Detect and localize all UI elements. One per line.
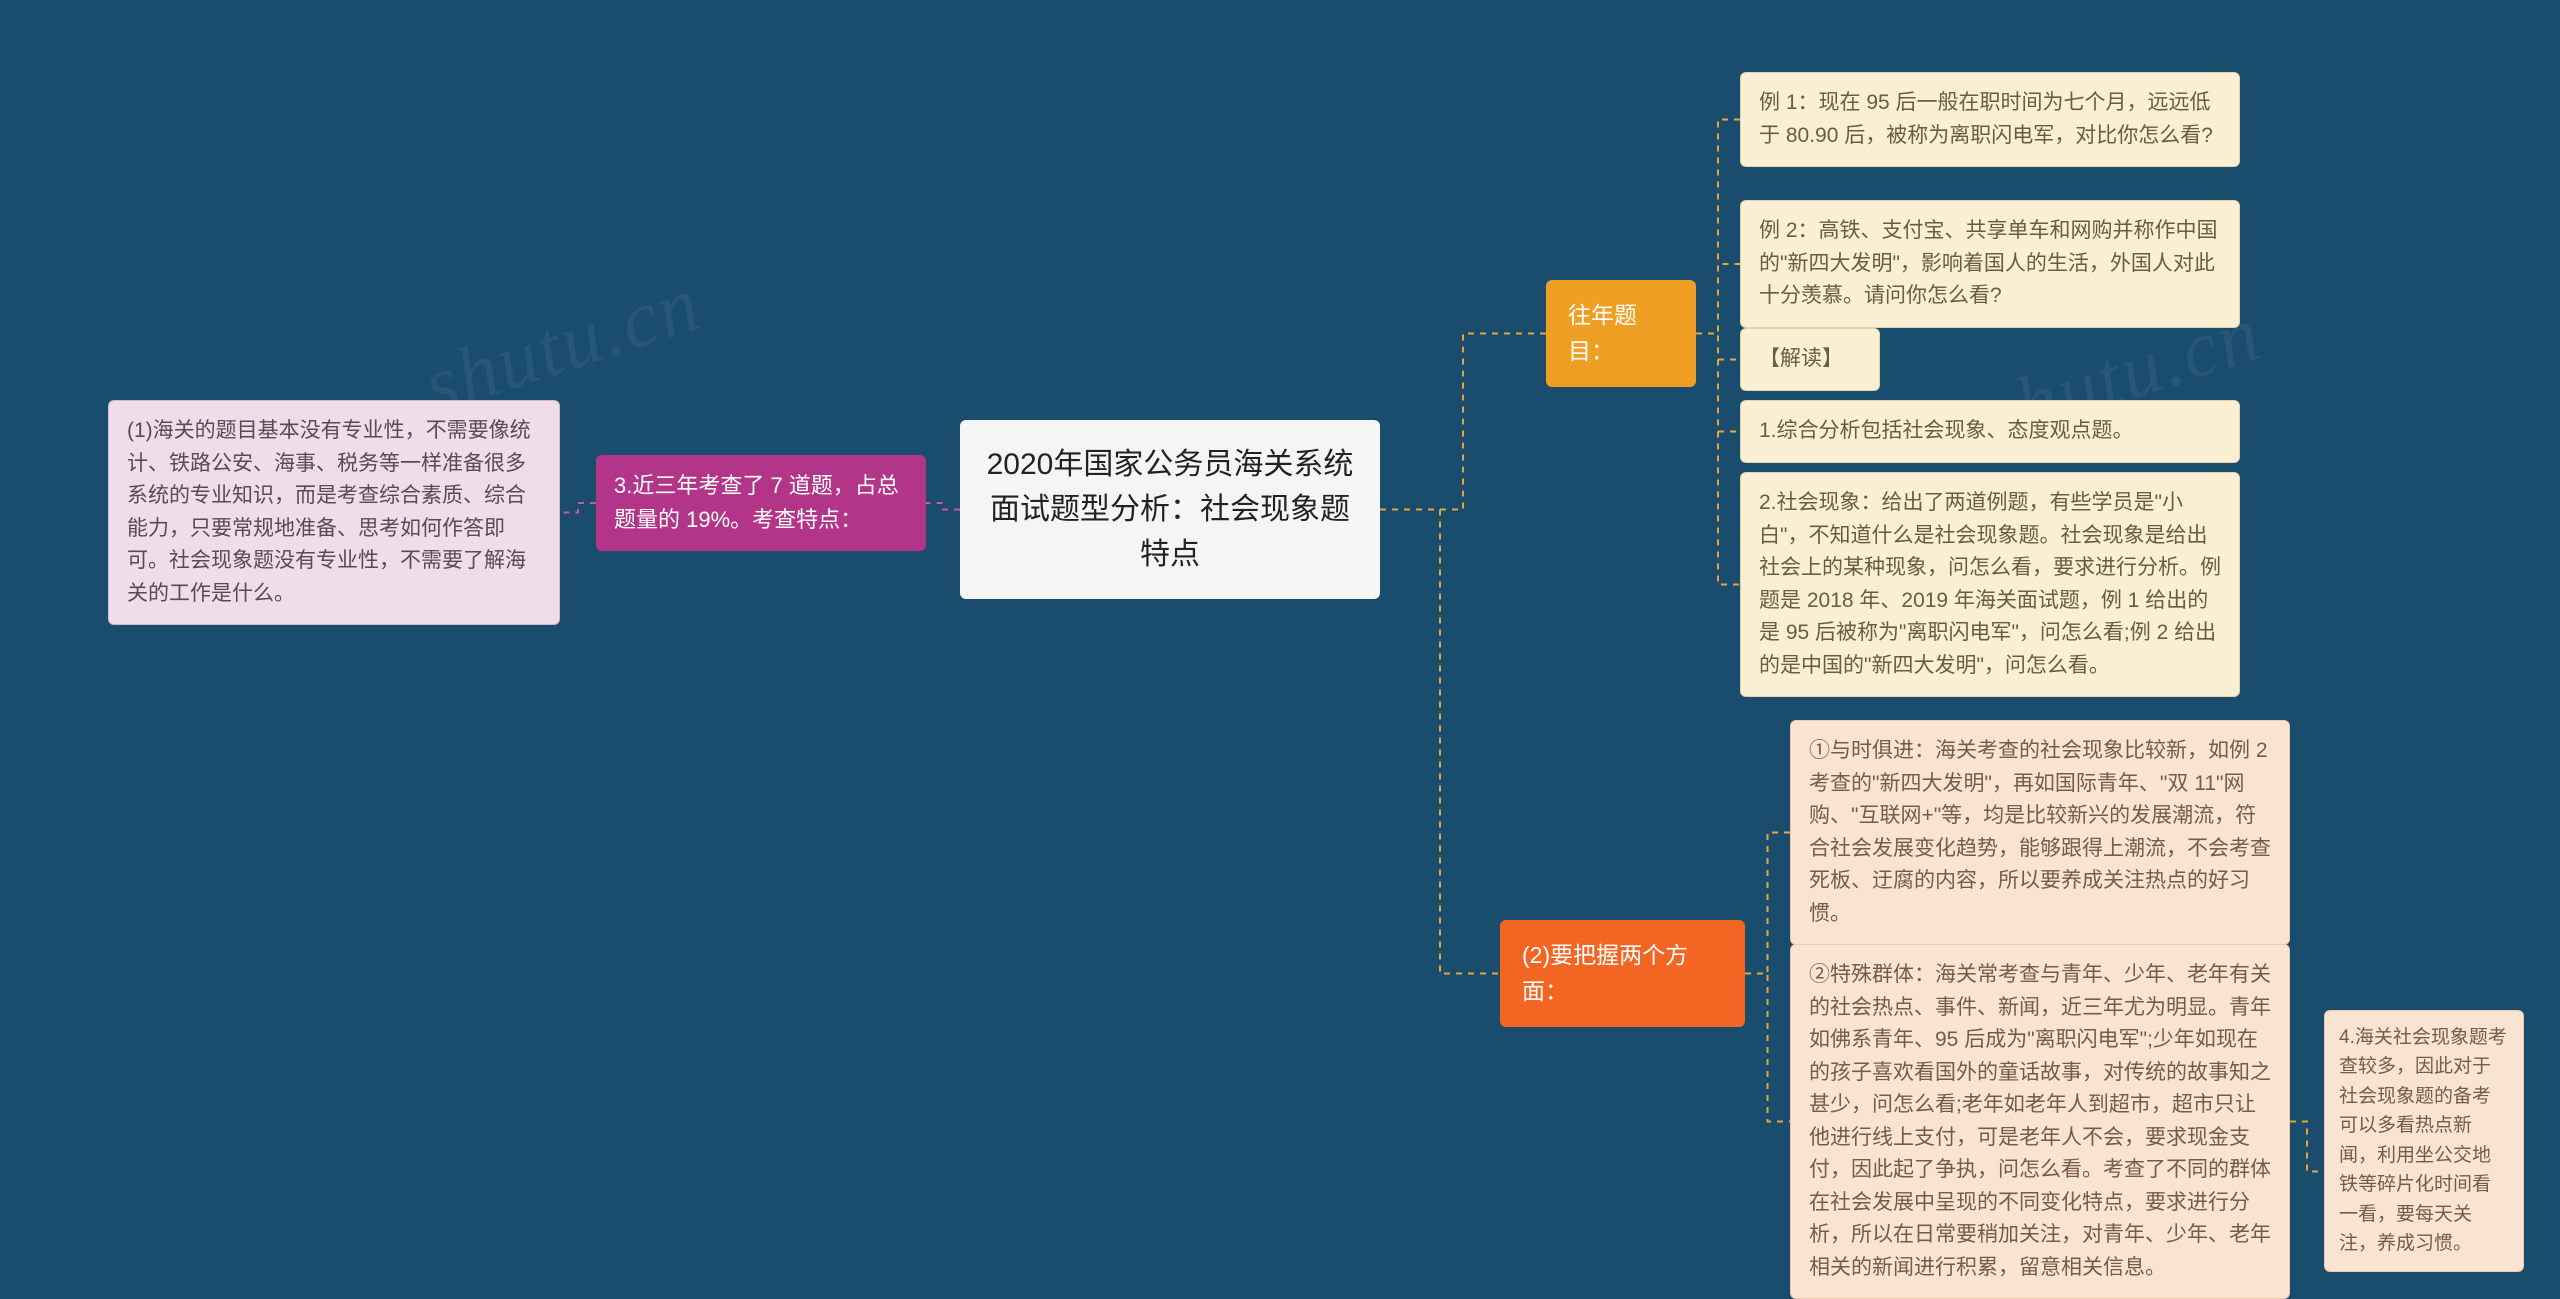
past-questions-item: 例 1：现在 95 后一般在职时间为七个月，远远低于 80.90 后，被称为离职… (1740, 72, 2240, 167)
past-questions-item: 1.综合分析包括社会现象、态度观点题。 (1740, 400, 2240, 463)
past-questions-item: 例 2：高铁、支付宝、共享单车和网购并称作中国的"新四大发明"，影响着国人的生活… (1740, 200, 2240, 328)
left-summary-node: 3.近三年考查了 7 道题，占总题量的 19%。考查特点： (596, 455, 926, 551)
left-detail-node: (1)海关的题目基本没有专业性，不需要像统计、铁路公安、海事、税务等一样准备很多… (108, 400, 560, 625)
two-aspects-item: ①与时俱进：海关考查的社会现象比较新，如例 2 考查的"新四大发明"，再如国际青… (1790, 720, 2290, 945)
root-node: 2020年国家公务员海关系统面试题型分析：社会现象题特点 (960, 420, 1380, 599)
two-aspects-label: (2)要把握两个方面： (1500, 920, 1745, 1027)
past-questions-item: 【解读】 (1740, 328, 1880, 391)
two-aspects-tail: 4.海关社会现象题考查较多，因此对于社会现象题的备考可以多看热点新闻，利用坐公交… (2324, 1010, 2524, 1272)
two-aspects-item: ②特殊群体：海关常考查与青年、少年、老年有关的社会热点、事件、新闻，近三年尤为明… (1790, 944, 2290, 1299)
past-questions-item: 2.社会现象：给出了两道例题，有些学员是"小白"，不知道什么是社会现象题。社会现… (1740, 472, 2240, 697)
past-questions-label: 往年题目： (1546, 280, 1696, 387)
